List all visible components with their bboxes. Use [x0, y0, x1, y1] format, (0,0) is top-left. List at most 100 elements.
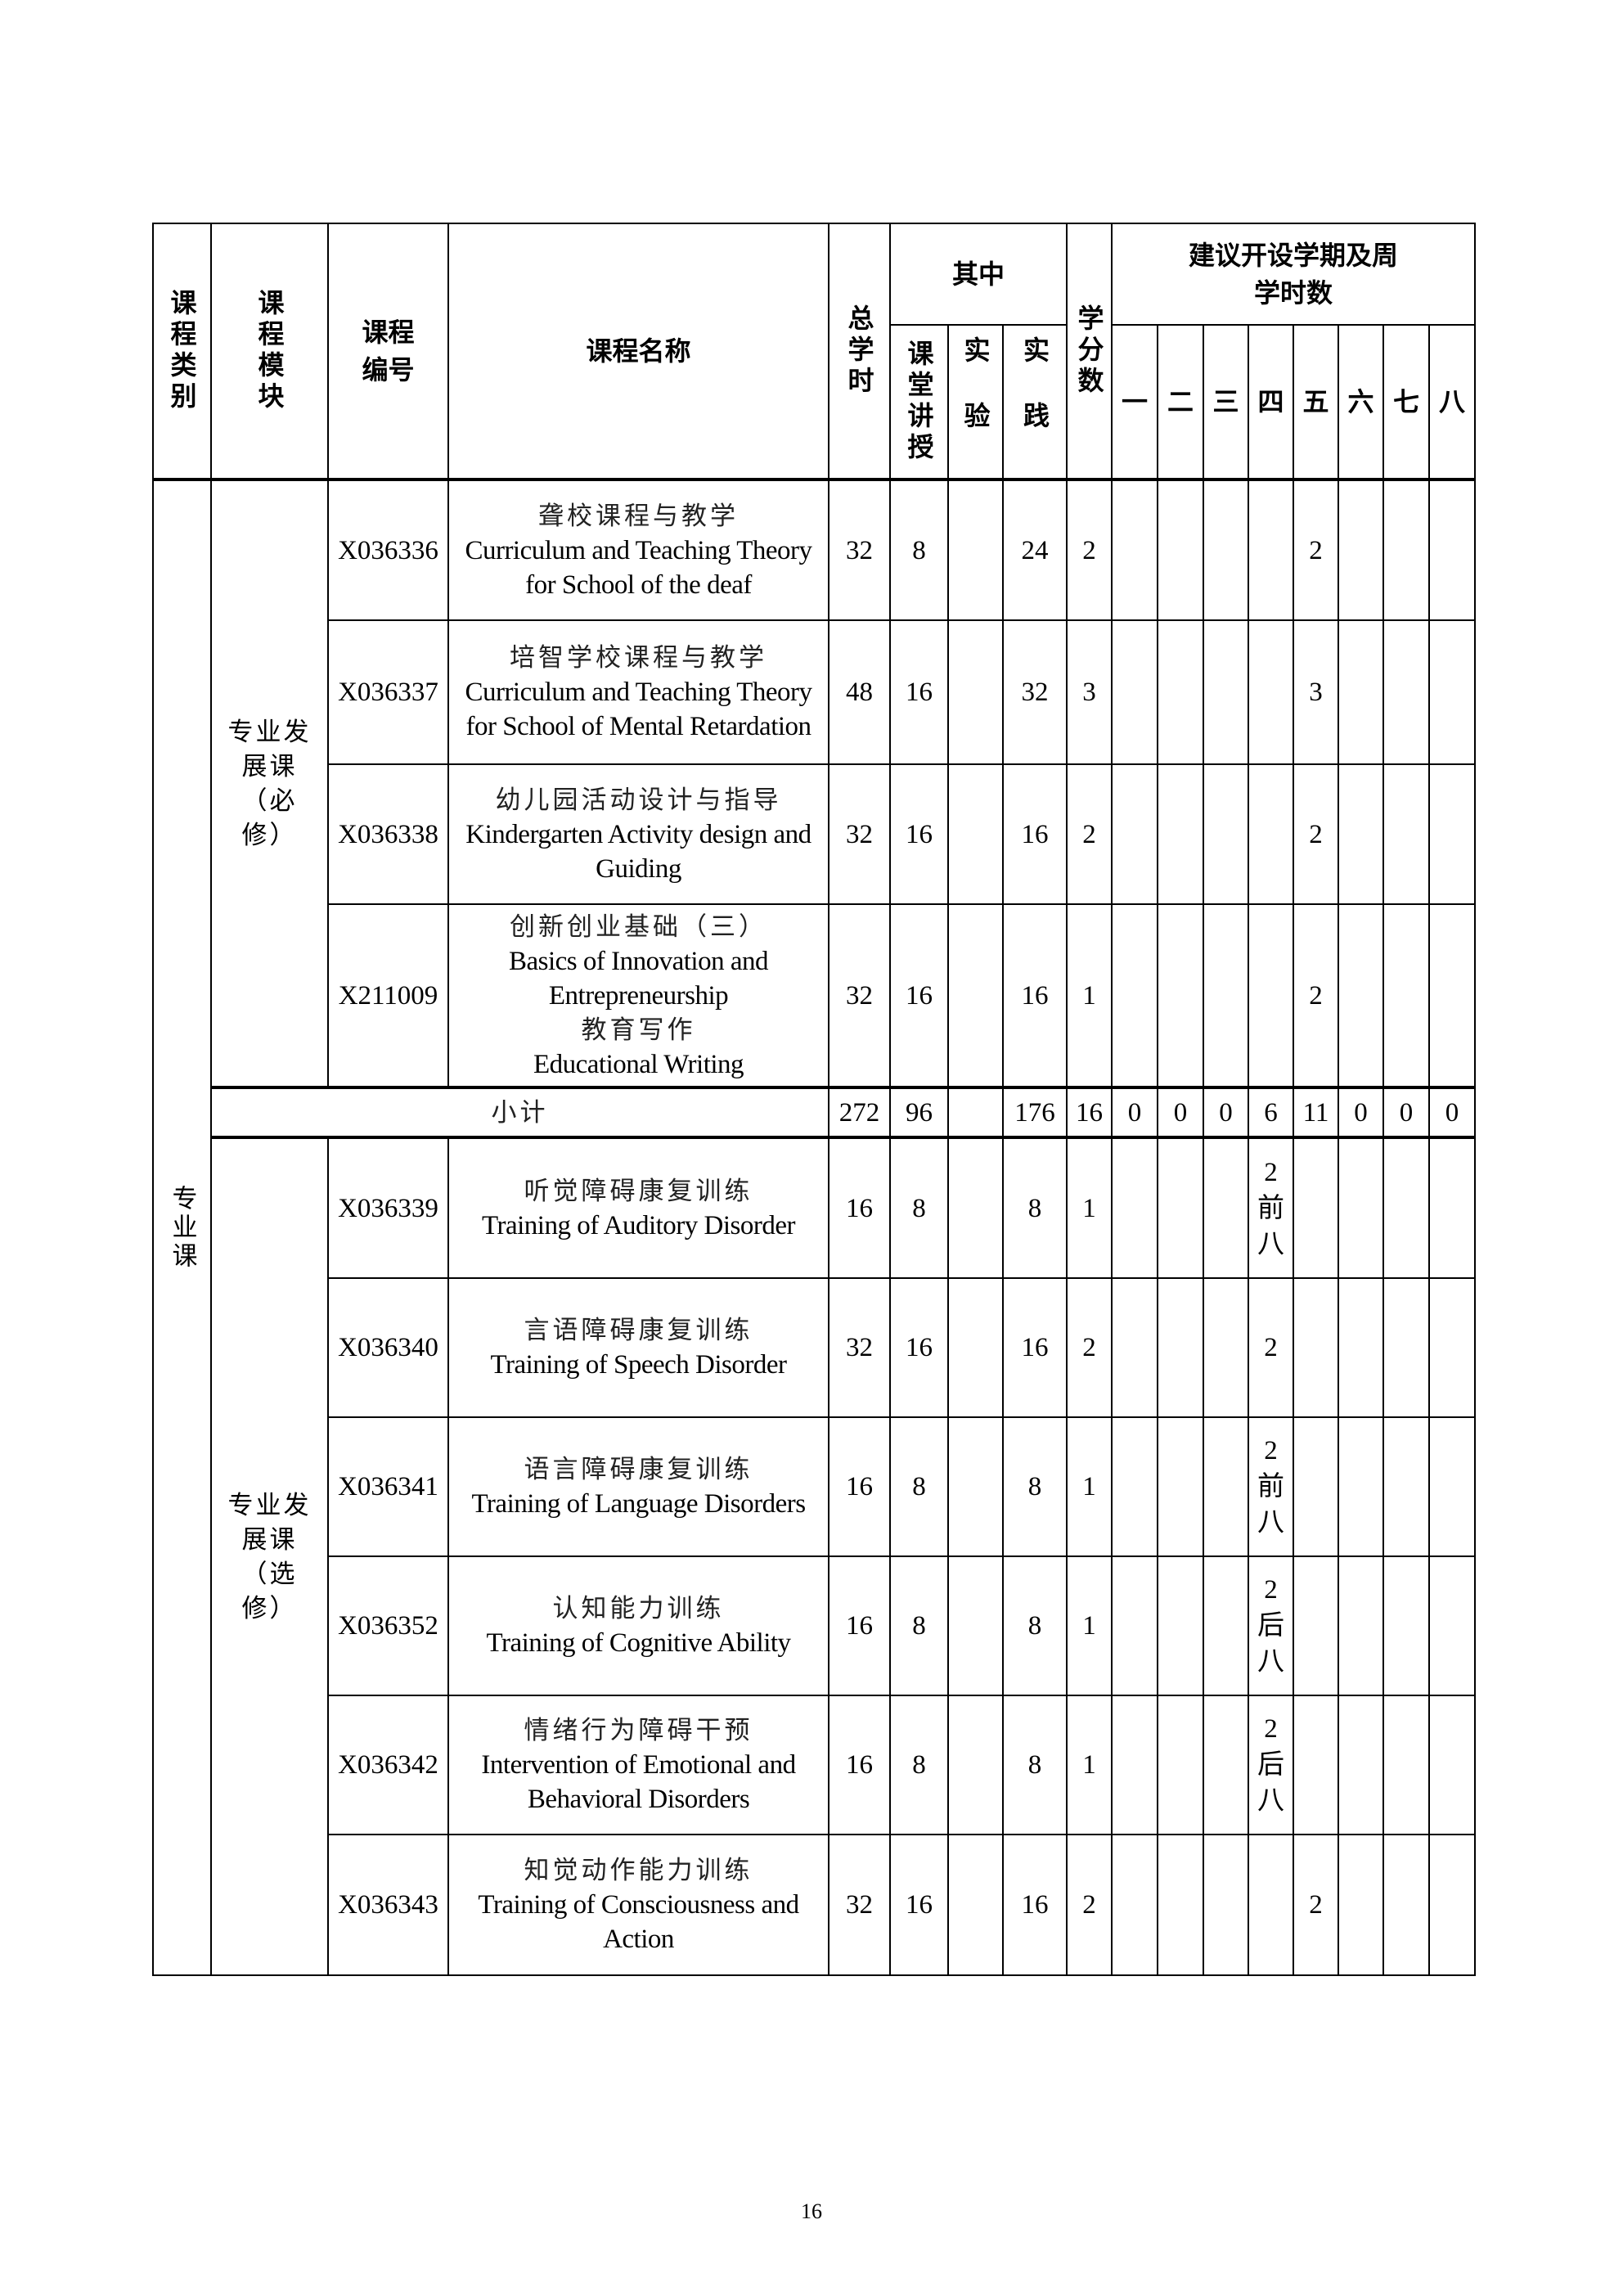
- header-lecture: 课堂讲授: [889, 324, 949, 481]
- course-name-en: Curriculum and Teaching Theory for Schoo…: [465, 678, 812, 741]
- semester-8-cell: [1428, 619, 1477, 765]
- course-name-cn: 幼儿园活动设计与指导: [495, 785, 782, 814]
- course-name-en: Training of Auditory Disorder: [481, 1210, 796, 1240]
- semester-6-cell: [1338, 1555, 1385, 1696]
- course-name-en: Training of Speech Disorder: [490, 1350, 787, 1380]
- course-name-en: Training of Consciousness and Action: [478, 1890, 799, 1954]
- semester-3-cell: [1203, 1695, 1250, 1835]
- semester-6-cell: [1338, 1137, 1385, 1279]
- semester-4-cell: [1248, 763, 1295, 905]
- semester-6-cell: [1338, 903, 1385, 1088]
- total-cell: 32: [828, 763, 891, 905]
- course-name-en: Educational Writing: [533, 1049, 744, 1079]
- table-row: 专业发展课（选修） X036339 听觉障碍康复训练 Training of Audi…: [153, 1137, 1477, 1976]
- course-name-cn: 创新创业基础（三）: [510, 912, 767, 941]
- total-cell: 16: [828, 1416, 891, 1557]
- semester-5-cell: [1293, 1137, 1340, 1279]
- semester-7-cell: [1382, 619, 1431, 765]
- semester-3-cell: [1203, 1277, 1250, 1418]
- semester-4-cell: 6: [1248, 1086, 1295, 1139]
- total-cell: 16: [828, 1555, 891, 1696]
- semester-5-cell: [1293, 1416, 1340, 1557]
- header-semester-7: 七: [1382, 324, 1431, 481]
- practice-cell: 16: [1001, 1834, 1068, 1976]
- total-cell: 32: [828, 478, 891, 621]
- semester-4-cell: [1248, 903, 1295, 1088]
- semester-5-cell: 2: [1293, 763, 1340, 905]
- header-practice: 实践: [1001, 324, 1068, 481]
- course-code-cell: X036337: [327, 619, 449, 765]
- table-row: X036340 言语障碍康复训练 Training of Speech Disord…: [153, 1277, 1477, 1418]
- semester-2-cell: [1157, 1277, 1205, 1418]
- course-name-en: Training of Language Disorders: [471, 1489, 806, 1519]
- semester-5-cell: 11: [1293, 1086, 1340, 1139]
- header-semester-1: 一: [1111, 324, 1159, 481]
- credits-cell: 16: [1066, 1086, 1113, 1139]
- semester-8-cell: [1428, 478, 1477, 621]
- lecture-cell: 96: [889, 1086, 949, 1139]
- semester-5-cell: [1293, 1695, 1340, 1835]
- practice-cell: 32: [1001, 619, 1068, 765]
- semester-5-cell: [1293, 1555, 1340, 1696]
- semester-7-cell: 0: [1382, 1086, 1431, 1139]
- course-name-en: Basics of Innovation and Entrepreneurshi…: [508, 946, 769, 1011]
- header-semester-5: 五: [1293, 324, 1340, 481]
- course-name-cn: 聋校课程与教学: [538, 501, 739, 530]
- lecture-cell: 16: [889, 1834, 949, 1976]
- semester-1-cell: [1111, 1416, 1159, 1557]
- experiment-cell: [947, 1834, 1004, 1976]
- semester-7-cell: [1382, 1137, 1431, 1279]
- course-name-cn: 培智学校课程与教学: [510, 643, 767, 672]
- semester-5-cell: 3: [1293, 619, 1340, 765]
- semester-2-cell: [1157, 1555, 1205, 1696]
- semester-8-cell: [1428, 1137, 1477, 1279]
- semester-2-cell: [1157, 619, 1205, 765]
- table-row: X036341 语言障碍康复训练 Training of Language Diso…: [153, 1416, 1477, 1557]
- header-credits: 学分数: [1066, 223, 1113, 480]
- semester-2-cell: [1157, 1137, 1205, 1279]
- lecture-cell: 16: [889, 903, 949, 1088]
- semester-7-cell: [1382, 1555, 1431, 1696]
- experiment-cell: [947, 1695, 1004, 1835]
- semester-5-cell: [1293, 1277, 1340, 1418]
- course-name-cn: 认知能力训练: [552, 1594, 725, 1623]
- lecture-cell: 8: [889, 1137, 949, 1279]
- course-code-cell: X211009: [327, 903, 449, 1088]
- semester-1-cell: [1111, 903, 1159, 1088]
- semester-7-cell: [1382, 903, 1431, 1088]
- course-name-cell: 听觉障碍康复训练 Training of Auditory Disorder: [447, 1137, 829, 1279]
- credits-cell: 2: [1066, 1834, 1113, 1976]
- semester-2-cell: [1157, 1695, 1205, 1835]
- category-cell: 专业课: [152, 478, 212, 1976]
- semester-1-cell: [1111, 1555, 1159, 1696]
- semester-2-cell: 0: [1157, 1086, 1205, 1139]
- header-experiment: 实验: [947, 324, 1004, 481]
- semester-7-cell: [1382, 1695, 1431, 1835]
- semester-2-cell: [1157, 1416, 1205, 1557]
- total-cell: 16: [828, 1695, 891, 1835]
- course-name-en: Training of Cognitive Ability: [486, 1628, 791, 1658]
- course-code-cell: X036352: [327, 1555, 449, 1696]
- course-code-cell: X036343: [327, 1834, 449, 1976]
- credits-cell: 1: [1066, 903, 1113, 1088]
- course-name-cell: 情绪行为障碍干预 Intervention of Emotional and Be…: [447, 1695, 829, 1835]
- credits-cell: 1: [1066, 1695, 1113, 1835]
- experiment-cell: [947, 1555, 1004, 1696]
- semester-1-cell: [1111, 1834, 1159, 1976]
- semester-7-cell: [1382, 1834, 1431, 1976]
- semester-1-cell: [1111, 1137, 1159, 1279]
- semester-1-cell: [1111, 763, 1159, 905]
- course-name-en: Curriculum and Teaching Theory for Schoo…: [465, 535, 812, 600]
- semester-4-cell: [1248, 619, 1295, 765]
- table-row: X036352 认知能力训练 Training of Cognitive Abili…: [153, 1555, 1477, 1696]
- header-module: 课程模块: [210, 223, 329, 480]
- course-name-cn: 情绪行为障碍干预: [524, 1716, 753, 1745]
- course-name-cell: 培智学校课程与教学 Curriculum and Teaching Theory …: [447, 619, 829, 765]
- semester-1-cell: [1111, 1695, 1159, 1835]
- semester-6-cell: [1338, 1277, 1385, 1418]
- semester-6-cell: [1338, 1834, 1385, 1976]
- course-name-cell: 聋校课程与教学 Curriculum and Teaching Theory fo…: [447, 478, 829, 621]
- lecture-cell: 8: [889, 1416, 949, 1557]
- semester-5-cell: 2: [1293, 903, 1340, 1088]
- semester-5-cell: 2: [1293, 478, 1340, 621]
